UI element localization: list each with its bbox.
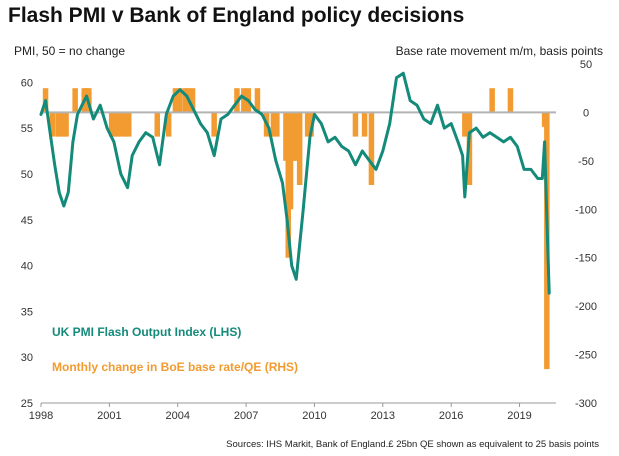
- right-tick-label: -50: [578, 156, 594, 168]
- boe-bar: [72, 88, 78, 113]
- boe-bar: [126, 112, 132, 137]
- boe-bar: [63, 112, 69, 137]
- right-tick-label: 0: [583, 107, 589, 119]
- chart-title: Flash PMI v Bank of England policy decis…: [8, 4, 465, 27]
- pmi-line: [39, 71, 551, 295]
- x-tick-label: 2019: [507, 410, 531, 422]
- right-tick-label: -100: [575, 204, 597, 216]
- boe-bar: [254, 88, 261, 113]
- x-tick-label: 2001: [97, 410, 121, 422]
- right-axis-label: Base rate movement m/m, basis points: [395, 44, 603, 58]
- legend-pmi: UK PMI Flash Output Index (LHS): [52, 325, 241, 339]
- boe-bar: [241, 88, 247, 113]
- x-tick-label: 2016: [439, 410, 463, 422]
- boe-bar: [57, 112, 64, 137]
- boe-bar: [122, 112, 129, 137]
- boe-bar: [352, 112, 359, 137]
- right-tick-label: -250: [575, 350, 597, 362]
- x-tick-label: 2007: [234, 410, 258, 422]
- boe-bar: [287, 112, 294, 210]
- boe-bar: [165, 112, 172, 137]
- left-tick-label: 50: [21, 169, 33, 181]
- left-tick-label: 45: [21, 215, 33, 227]
- boe-bar: [292, 112, 298, 161]
- x-tick-label: 1998: [29, 410, 53, 422]
- right-tick-label: 50: [580, 59, 592, 71]
- x-tick-label: 2013: [371, 410, 395, 422]
- boe-bar: [462, 112, 468, 137]
- left-tick-label: 35: [21, 306, 33, 318]
- left-tick-label: 55: [21, 123, 33, 135]
- boe-bar: [154, 112, 160, 137]
- left-tick-label: 40: [21, 261, 33, 273]
- right-tick-label: -300: [575, 398, 597, 410]
- boe-bar: [114, 112, 121, 137]
- boe-bar: [211, 112, 217, 137]
- left-tick-label: 25: [21, 398, 33, 410]
- legend-boe: Monthly change in BoE base rate/QE (RHS): [52, 360, 298, 374]
- right-tick-label: -200: [575, 301, 597, 313]
- boe-bar: [172, 88, 179, 113]
- boe-bar: [489, 88, 495, 113]
- left-tick-label: 30: [21, 352, 33, 364]
- boe-bar: [274, 112, 280, 137]
- right-axis-ticks: -300 -250 -200 -150 -100 -50 0 50: [575, 59, 597, 410]
- x-axis-ticks: 1998 2001 2004 2007 2010 2013 2016 2019: [29, 403, 532, 422]
- boe-bar: [361, 112, 368, 137]
- boe-bar: [304, 112, 311, 137]
- left-tick-label: 60: [21, 77, 33, 89]
- right-tick-label: -150: [575, 253, 597, 265]
- boe-bar: [49, 112, 56, 137]
- boe-bar: [270, 112, 277, 137]
- left-axis-label: PMI, 50 = no change: [14, 44, 126, 58]
- left-axis-ticks: 25 30 35 40 45 50 55 60: [21, 77, 33, 410]
- boe-bar: [189, 88, 196, 113]
- boe-bar: [118, 112, 124, 137]
- boe-bar: [296, 112, 303, 185]
- x-tick-label: 2010: [302, 410, 326, 422]
- boe-bar: [368, 112, 375, 185]
- boe-bar: [177, 88, 183, 113]
- boe-bar: [111, 112, 117, 137]
- boe-bar: [507, 88, 514, 113]
- x-tick-label: 2004: [165, 410, 189, 422]
- source-note: Sources: IHS Markit, Bank of England.£ 2…: [226, 439, 599, 450]
